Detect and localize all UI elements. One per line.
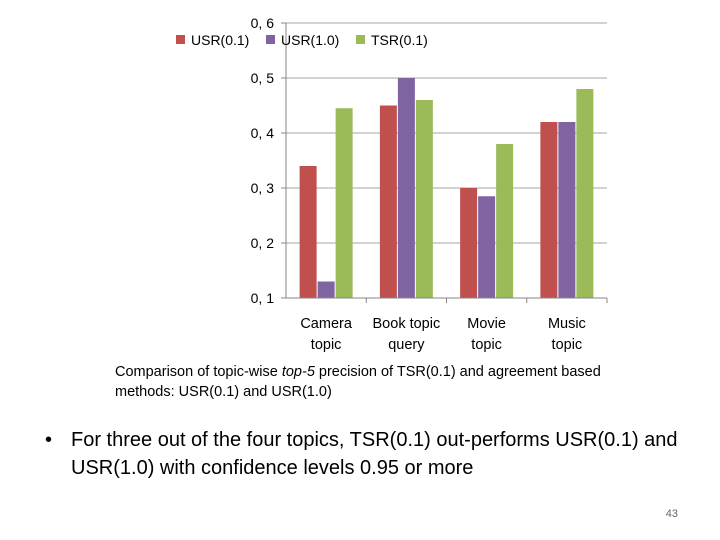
bullet-symbol: • — [45, 429, 53, 451]
y-tick-label: 0, 3 — [251, 180, 275, 196]
page-number: 43 — [665, 508, 678, 520]
bullet-point: • For three out of the four topics, TSR(… — [45, 426, 685, 482]
legend-label: USR(0.1) — [191, 32, 249, 48]
legend-label: USR(1.0) — [281, 32, 339, 48]
bar — [317, 281, 335, 298]
y-tick-label: 0, 2 — [251, 235, 275, 251]
x-category-label: topic — [311, 337, 342, 353]
legend: USR(0.1) USR(1.0) TSR(0.1) — [176, 32, 428, 48]
bar — [379, 105, 397, 298]
y-tick-label: 0, 5 — [251, 70, 275, 86]
figure-caption: Comparison of topic-wise top-5 precision… — [115, 362, 655, 402]
legend-swatch — [176, 35, 185, 44]
caption-suffix: precision of TSR(0.1) and agreement base… — [115, 364, 601, 400]
x-category-label: topic — [552, 337, 583, 353]
bullet-text: For three out of the four topics, TSR(0.… — [71, 429, 678, 479]
x-category-label: topic — [471, 337, 502, 353]
bar — [496, 144, 514, 298]
bar-chart: 0, 1 0, 2 0, 3 0, 4 0, 5 0, 6 Camera topic Book … — [176, 15, 608, 353]
x-category-label: Music — [548, 316, 586, 332]
bar — [460, 188, 478, 298]
bar — [478, 196, 496, 298]
bar — [576, 89, 594, 298]
bars — [299, 78, 594, 298]
x-category-label: Book topic — [373, 316, 441, 332]
bar — [558, 122, 576, 298]
axis-labels: 0, 1 0, 2 0, 3 0, 4 0, 5 0, 6 Camera topic Book … — [251, 15, 586, 353]
legend-label: TSR(0.1) — [371, 32, 428, 48]
x-category-label: query — [388, 337, 425, 353]
bar — [397, 78, 415, 298]
axes — [281, 22, 608, 303]
y-tick-label: 0, 4 — [251, 125, 275, 141]
bar — [540, 122, 558, 298]
x-category-label: Camera — [300, 316, 353, 332]
y-tick-label: 0, 1 — [251, 290, 275, 306]
caption-emphasis: top-5 — [281, 364, 315, 380]
bar — [299, 166, 317, 298]
legend-swatch — [356, 35, 365, 44]
bar — [415, 100, 433, 298]
caption-prefix: Comparison of topic-wise — [115, 364, 282, 380]
bar — [335, 108, 353, 298]
y-tick-label: 0, 6 — [251, 15, 275, 31]
x-category-label: Movie — [467, 316, 506, 332]
legend-swatch — [266, 35, 275, 44]
